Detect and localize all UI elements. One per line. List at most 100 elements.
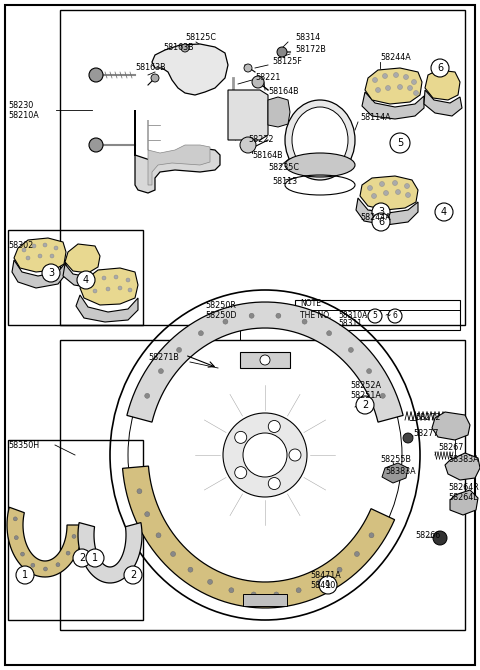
- Text: ~: ~: [384, 312, 390, 320]
- Polygon shape: [12, 260, 66, 288]
- Circle shape: [317, 580, 323, 584]
- Circle shape: [42, 264, 60, 282]
- Ellipse shape: [243, 433, 287, 477]
- Circle shape: [302, 319, 307, 324]
- Polygon shape: [63, 264, 102, 288]
- Circle shape: [356, 396, 374, 414]
- Polygon shape: [228, 90, 268, 140]
- Text: 58271B: 58271B: [148, 354, 179, 362]
- Text: 58264L: 58264L: [448, 494, 478, 502]
- Ellipse shape: [285, 153, 355, 177]
- Circle shape: [252, 76, 264, 88]
- Circle shape: [118, 286, 122, 290]
- Text: 58251A: 58251A: [350, 391, 381, 399]
- Text: NOTE: NOTE: [300, 299, 321, 308]
- Text: 58264R: 58264R: [448, 484, 479, 492]
- Text: 58163B: 58163B: [163, 44, 193, 52]
- Circle shape: [408, 86, 412, 90]
- Circle shape: [181, 44, 189, 52]
- Circle shape: [372, 203, 390, 221]
- Circle shape: [384, 190, 388, 196]
- Polygon shape: [127, 302, 403, 422]
- Circle shape: [348, 348, 353, 352]
- Circle shape: [268, 421, 280, 432]
- Circle shape: [274, 592, 279, 597]
- Circle shape: [177, 348, 181, 352]
- Circle shape: [431, 59, 449, 77]
- Text: 58311: 58311: [338, 318, 362, 328]
- Circle shape: [44, 567, 48, 571]
- Circle shape: [31, 563, 35, 567]
- Text: 58277: 58277: [413, 429, 439, 438]
- Ellipse shape: [292, 107, 348, 173]
- Circle shape: [188, 567, 193, 572]
- Text: 2: 2: [362, 400, 368, 410]
- Text: 58164B: 58164B: [268, 88, 299, 96]
- Text: 58255B: 58255B: [380, 456, 411, 464]
- Text: 58272: 58272: [415, 413, 441, 423]
- Circle shape: [50, 254, 54, 258]
- Circle shape: [380, 393, 385, 399]
- Circle shape: [367, 369, 372, 374]
- Circle shape: [158, 369, 163, 374]
- Bar: [60, 10, 465, 325]
- Polygon shape: [360, 176, 418, 210]
- Circle shape: [369, 533, 374, 538]
- Polygon shape: [78, 523, 142, 583]
- Text: 2: 2: [130, 570, 136, 580]
- Circle shape: [43, 243, 47, 247]
- Polygon shape: [268, 97, 290, 127]
- Text: 58221: 58221: [255, 74, 280, 82]
- Text: 58250D: 58250D: [205, 310, 237, 320]
- Text: 6: 6: [378, 217, 384, 227]
- Text: 58235C: 58235C: [268, 163, 299, 172]
- Text: 58350H: 58350H: [8, 440, 39, 450]
- Circle shape: [388, 309, 402, 323]
- Bar: [8, 440, 143, 620]
- Circle shape: [73, 549, 91, 567]
- Text: 58125F: 58125F: [272, 58, 302, 66]
- Circle shape: [144, 512, 150, 517]
- Circle shape: [170, 551, 176, 557]
- Text: 6: 6: [393, 312, 397, 320]
- Circle shape: [128, 288, 132, 292]
- Polygon shape: [14, 238, 66, 272]
- Circle shape: [393, 180, 397, 186]
- Circle shape: [90, 280, 94, 284]
- Circle shape: [260, 355, 270, 365]
- Bar: [295, 300, 460, 330]
- Circle shape: [394, 72, 398, 78]
- Polygon shape: [362, 92, 424, 119]
- Circle shape: [229, 588, 234, 593]
- Text: 58244A: 58244A: [380, 54, 411, 62]
- Circle shape: [77, 271, 95, 289]
- Circle shape: [397, 84, 403, 90]
- Text: 58383A: 58383A: [385, 468, 416, 476]
- Circle shape: [319, 576, 337, 594]
- Circle shape: [32, 244, 36, 248]
- Circle shape: [56, 563, 60, 567]
- Circle shape: [14, 535, 18, 539]
- Circle shape: [72, 535, 76, 539]
- Circle shape: [390, 133, 410, 153]
- Circle shape: [368, 186, 372, 190]
- Circle shape: [277, 47, 287, 57]
- Text: 58125C: 58125C: [185, 34, 216, 42]
- Polygon shape: [7, 507, 83, 577]
- Circle shape: [235, 466, 247, 478]
- Text: 3: 3: [378, 207, 384, 217]
- Circle shape: [198, 331, 204, 336]
- Text: 58302: 58302: [8, 241, 33, 249]
- Polygon shape: [450, 490, 478, 515]
- Circle shape: [244, 64, 252, 72]
- Text: 58250R: 58250R: [205, 302, 236, 310]
- Text: 1: 1: [92, 553, 98, 563]
- Circle shape: [372, 213, 390, 231]
- Circle shape: [375, 88, 381, 92]
- Bar: [60, 340, 465, 630]
- Polygon shape: [65, 244, 100, 273]
- Bar: [243, 594, 287, 606]
- Circle shape: [354, 551, 360, 557]
- Circle shape: [251, 592, 256, 597]
- Circle shape: [89, 68, 103, 82]
